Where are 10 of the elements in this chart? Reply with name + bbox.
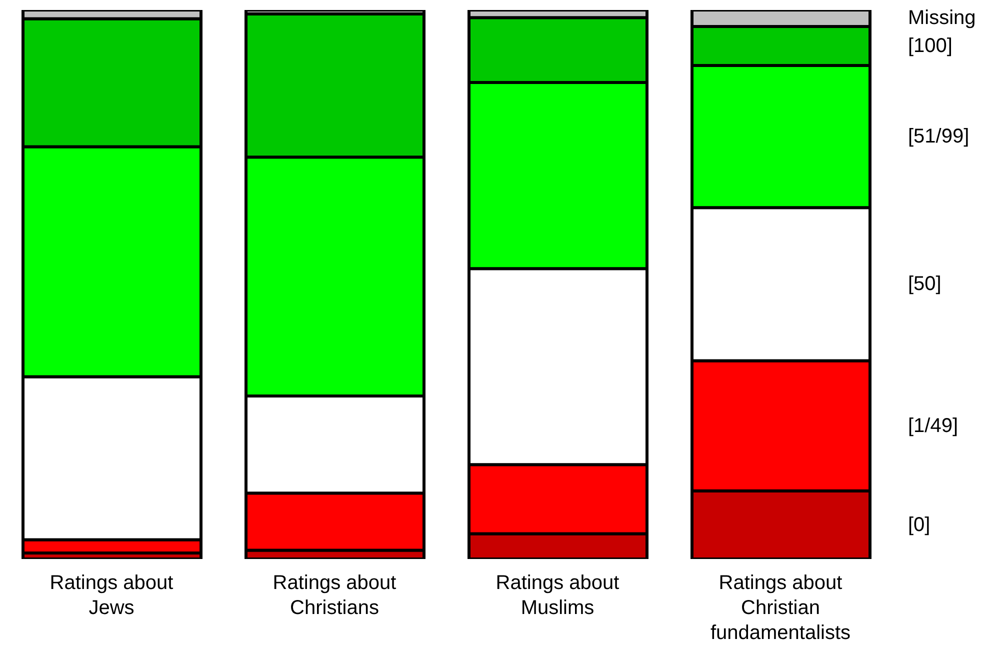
x-tick-label: Ratings about Jews [50,572,174,619]
x-tick-label: Ratings about Christians [272,572,397,619]
x-tick-label: Ratings about Muslims [496,572,620,619]
series-label: [0] [908,514,930,536]
series-label: [100] [908,34,952,57]
series-label: [51/99] [908,126,970,148]
x-tick-label: Ratings about Christian fundamentalists [710,572,851,644]
series-label: [50] [908,273,942,296]
series-label: Missing [908,7,976,30]
series-label: [1/49] [908,414,958,437]
